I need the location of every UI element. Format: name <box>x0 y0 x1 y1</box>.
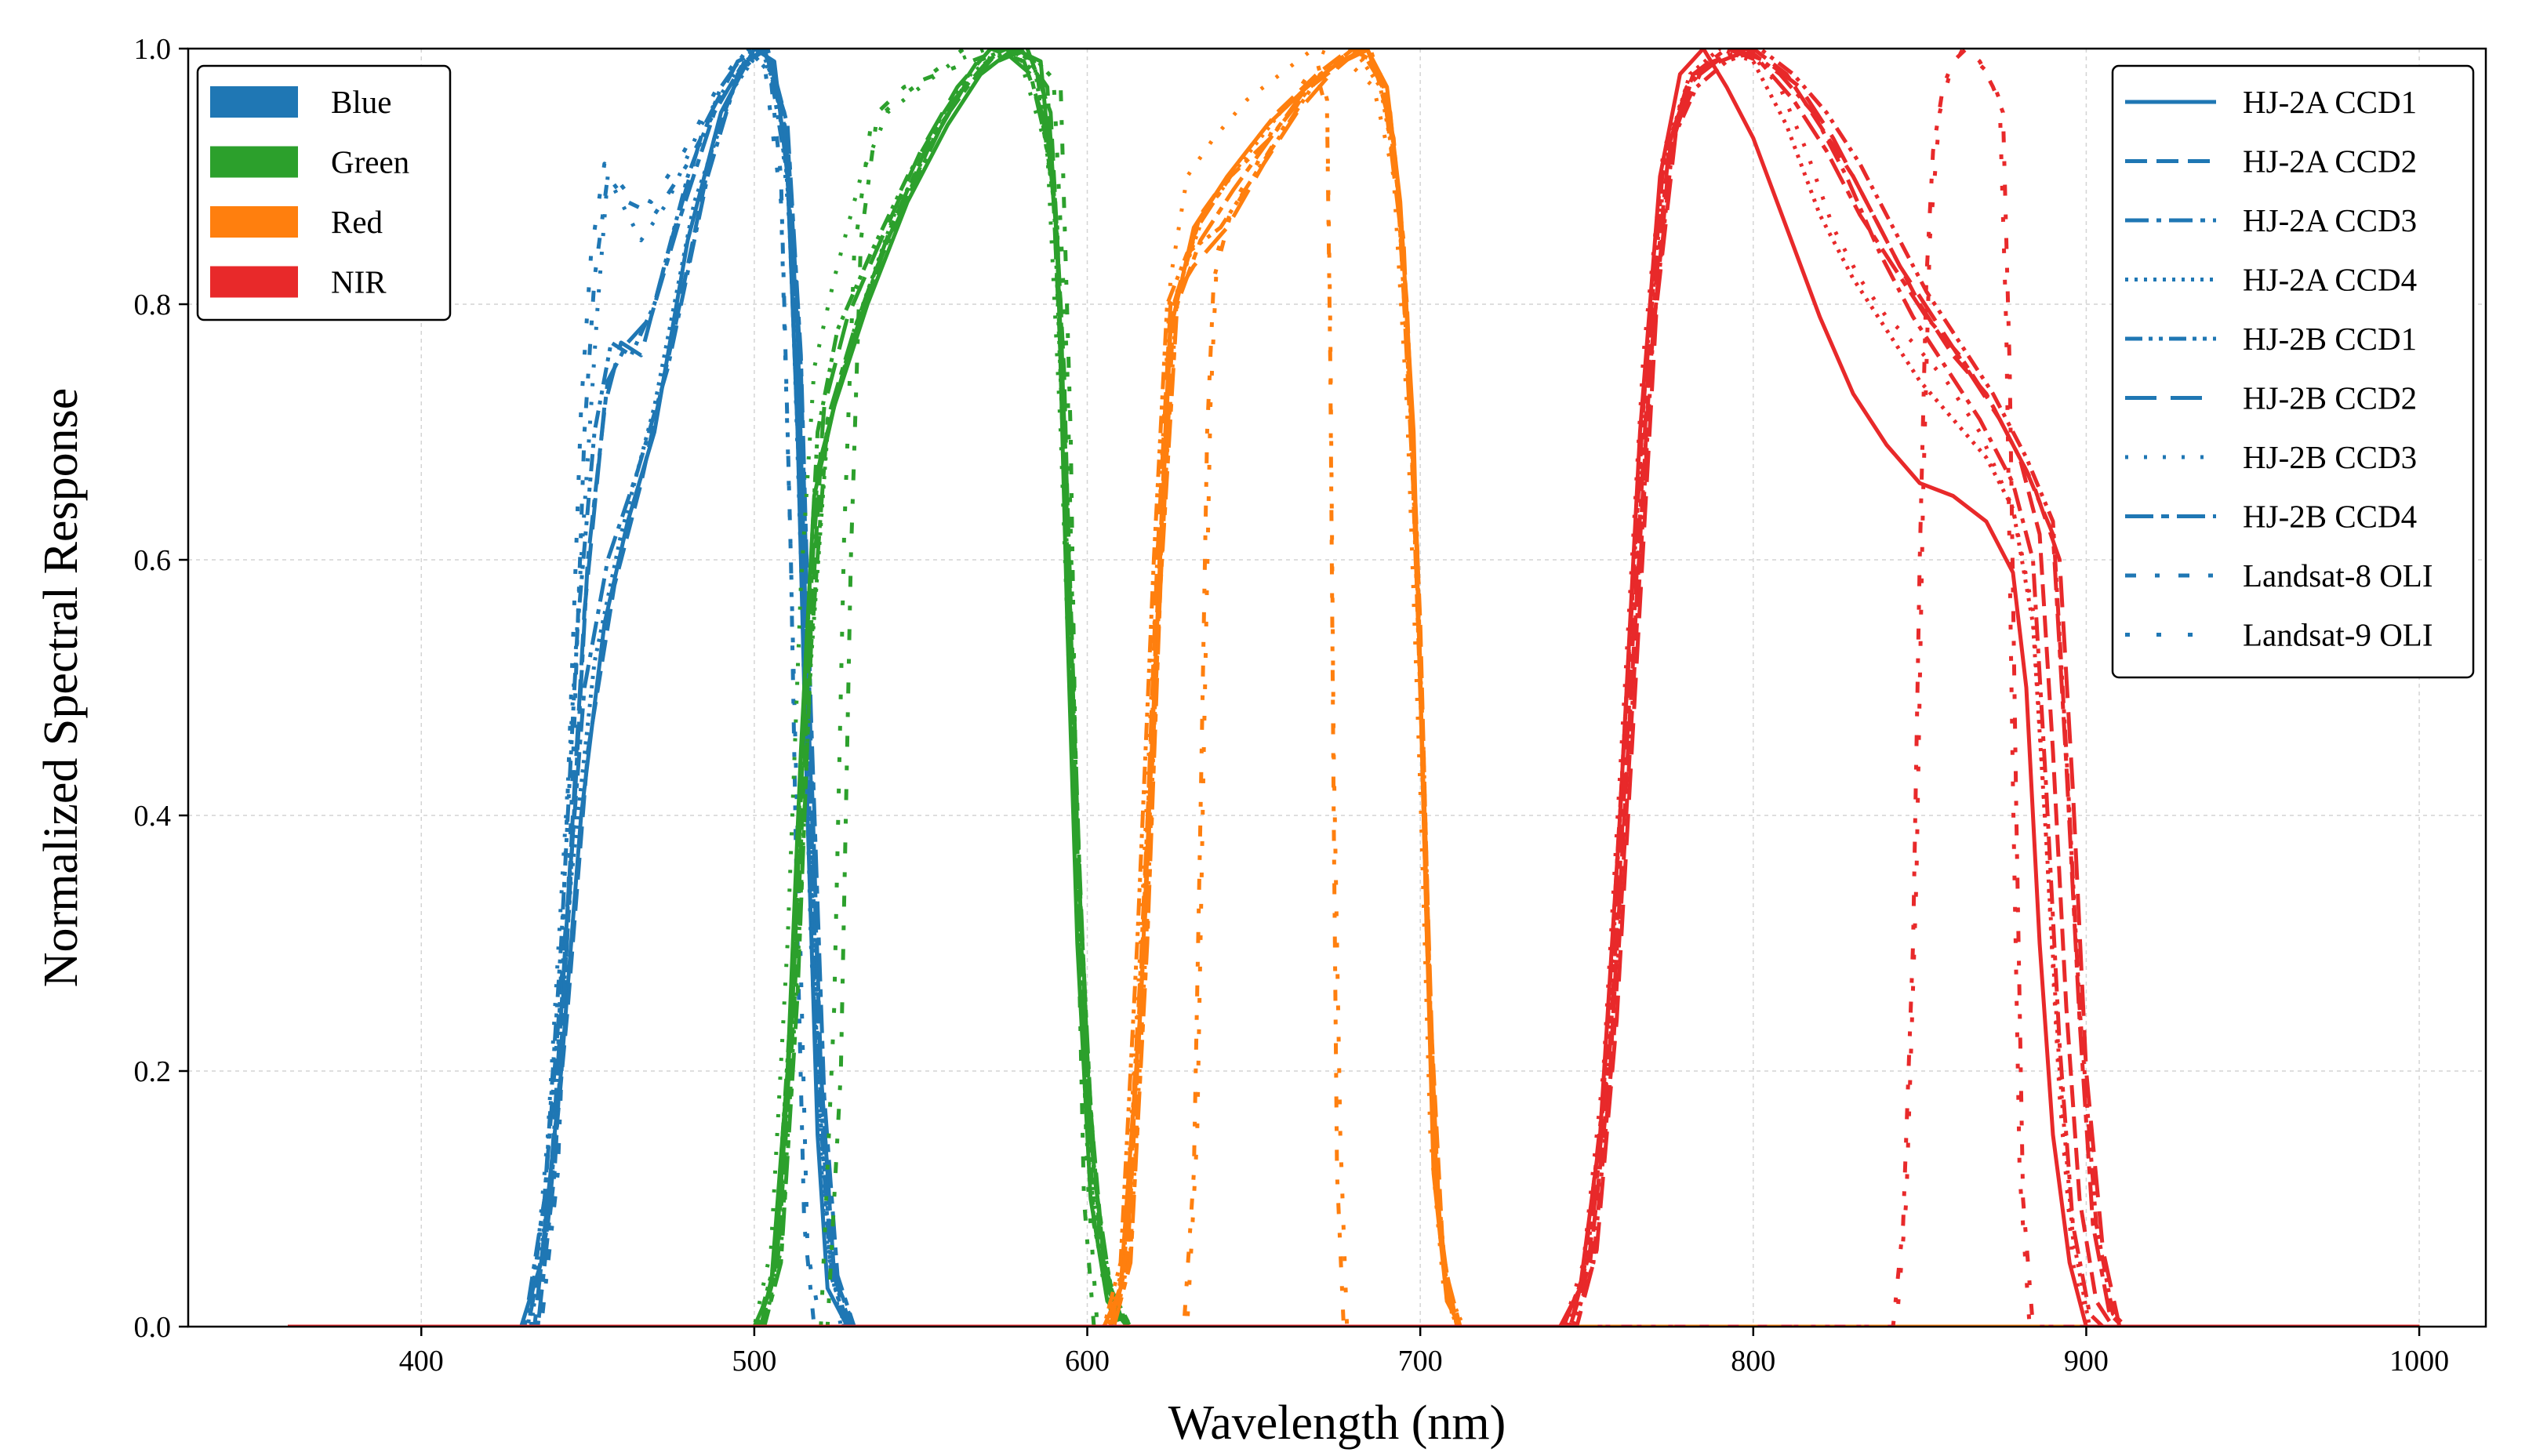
sensor-legend-label: Landsat-8 OLI <box>2243 557 2433 594</box>
series-line: NIR HJ-2B CCD4 <box>288 49 2420 1327</box>
x-tick-label: 900 <box>2064 1345 2109 1378</box>
series-line: Green HJ-2B CCD2 <box>288 49 2420 1327</box>
series-line: Red HJ-2B CCD4 <box>288 49 2420 1327</box>
series-line: Red Landsat-8 OLI <box>288 72 2420 1327</box>
sensor-legend-label: HJ-2A CCD2 <box>2243 143 2417 180</box>
series-line: Green HJ-2B CCD4 <box>288 49 2420 1327</box>
y-tick-label: 0.6 <box>134 544 172 577</box>
y-tick-label: 0.2 <box>134 1055 172 1088</box>
band-legend-label: NIR <box>331 264 387 300</box>
x-tick-label: 500 <box>732 1345 776 1378</box>
sensor-legend-label: Landsat-9 OLI <box>2243 617 2433 653</box>
band-legend-label: Blue <box>331 84 391 120</box>
sensor-legend-label: HJ-2A CCD4 <box>2243 262 2417 298</box>
sensor-legend-label: HJ-2A CCD1 <box>2243 84 2417 120</box>
series-line: Blue HJ-2A CCD3 <box>288 49 2420 1327</box>
band-legend-swatch <box>210 206 298 238</box>
band-legend: Blue Green Red NIR <box>196 64 452 321</box>
y-tick-label: 1.0 <box>134 33 172 66</box>
sensor-legend-label: HJ-2B CCD3 <box>2243 439 2417 475</box>
y-axis-label: Normalized Spectral Response <box>35 388 88 987</box>
sensor-legend-label: HJ-2A CCD3 <box>2243 202 2417 238</box>
band-legend-swatch <box>210 266 298 298</box>
series-line: NIR Landsat-8 OLI <box>288 49 2420 1327</box>
sensor-legend: HJ-2A CCD1 HJ-2A CCD2 HJ-2A CCD3 HJ-2A CCD4… <box>2111 64 2475 679</box>
series-line: Blue Landsat-9 OLI <box>288 49 2420 1327</box>
x-tick-label: 400 <box>399 1345 444 1378</box>
y-tick-label: 0.8 <box>134 289 172 321</box>
series-line: Blue HJ-2B CCD1 <box>288 49 2420 1327</box>
series-line: NIR HJ-2A CCD3 <box>288 49 2420 1327</box>
sensor-legend-label: HJ-2B CCD2 <box>2243 380 2417 416</box>
x-tick-label: 600 <box>1065 1345 1110 1378</box>
x-tick-label: 1000 <box>2389 1345 2449 1378</box>
band-legend-swatch <box>210 86 298 118</box>
series-line: NIR HJ-2B CCD1 <box>288 49 2420 1327</box>
series-line: Blue HJ-2B CCD4 <box>288 49 2420 1327</box>
y-tick-label: 0.0 <box>134 1311 172 1344</box>
x-tick-label: 700 <box>1398 1345 1443 1378</box>
band-legend-label: Green <box>331 144 409 180</box>
plot-frame <box>187 47 2487 1328</box>
sensor-legend-label: HJ-2B CCD4 <box>2243 499 2417 535</box>
y-tick-label: 0.4 <box>134 800 172 833</box>
x-tick-label: 800 <box>1731 1345 1775 1378</box>
series-group: Blue HJ-2A CCD1Blue HJ-2A CCD2Blue HJ-2A… <box>288 49 2420 1327</box>
band-legend-swatch <box>210 146 298 178</box>
axis-ticks: 400 500 600 700 800 900 1000 0.0 0.2 0.4 0.6 0.8 1.0 <box>134 33 2450 1378</box>
band-legend-frame <box>196 64 452 321</box>
sensor-legend-label: HJ-2B CCD1 <box>2243 321 2417 357</box>
band-legend-label: Red <box>331 204 383 240</box>
x-axis-label: Wavelength (nm) <box>1168 1396 1506 1450</box>
